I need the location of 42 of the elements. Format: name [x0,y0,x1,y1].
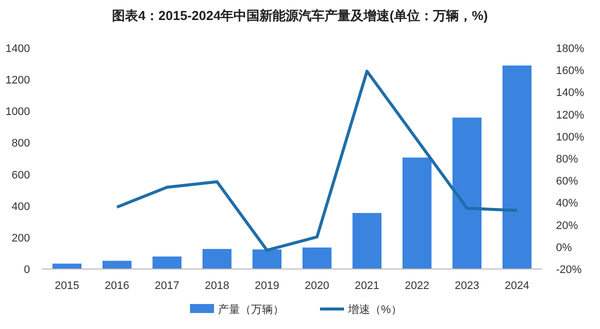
y2-tick-label: 160% [556,65,584,78]
x-tick-label: 2020 [304,280,330,292]
y2-tick-label: 20% [556,220,578,232]
y-tick-label: 0 [24,264,30,276]
bar [252,249,282,269]
bar [52,264,82,269]
bar [152,256,182,269]
x-tick-label: 2016 [104,280,130,292]
x-tick-label: 2019 [254,280,280,292]
legend-label: 产量（万辆） [218,303,284,316]
y-tick-label: 1400 [6,43,30,55]
x-tick-label: 2022 [404,280,430,292]
y2-tick-label: 40% [556,198,578,210]
y2-tick-label: 180% [556,43,584,55]
x-tick-label: 2015 [54,280,80,292]
bar [402,158,432,269]
y-tick-label: 1000 [6,106,30,118]
x-tick-label: 2024 [504,280,530,292]
y-tick-label: 600 [12,169,30,182]
y2-tick-label: 0% [556,242,572,254]
bar [102,260,132,269]
y2-tick-label: 60% [556,176,578,188]
x-tick-label: 2021 [354,280,380,292]
bar [302,248,332,269]
bar [452,118,482,269]
y-tick-label: 1200 [6,74,30,87]
bar [202,248,232,269]
y2-tick-label: 80% [556,154,578,166]
x-tick-label: 2018 [204,280,230,292]
y2-tick-label: 120% [556,109,584,122]
bar [502,66,532,269]
x-tick-label: 2017 [154,280,180,292]
chart-title: 图表4：2015-2024年中国新能源汽车产量及增速(单位：万辆，%) [112,8,488,23]
bar [352,212,382,269]
y-tick-label: 800 [12,138,30,150]
x-tick-label: 2023 [454,280,480,292]
y-tick-label: 200 [12,232,30,244]
y2-tick-label: 140% [556,87,584,100]
legend-label: 增速（%） [347,303,402,316]
y2-tick-label: 100% [556,131,584,144]
y2-tick-label: -20% [556,264,582,276]
y-tick-label: 400 [12,200,30,213]
